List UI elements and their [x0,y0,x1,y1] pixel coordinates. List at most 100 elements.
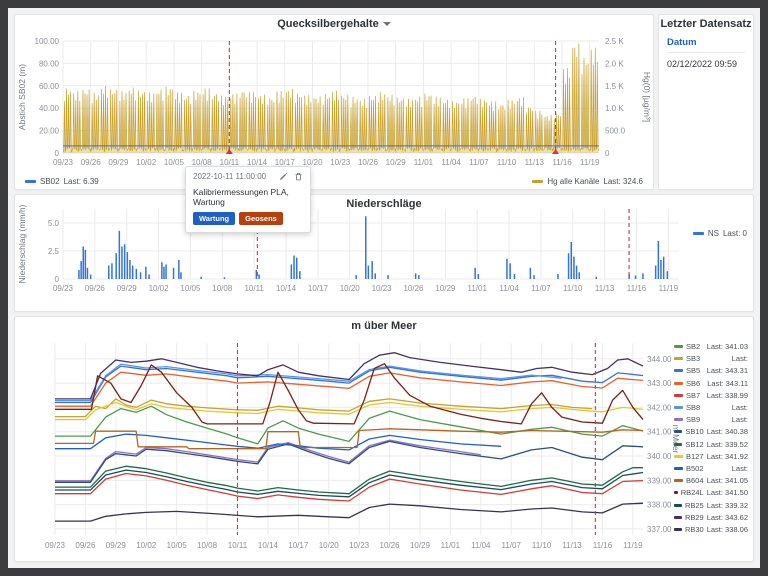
panel-title-niederschlaege[interactable]: Niederschläge [15,198,753,210]
svg-text:10/23: 10/23 [349,541,370,550]
svg-text:2.5 K: 2.5 K [605,37,624,46]
svg-text:10/17: 10/17 [308,284,329,293]
series-last-value: Last: 340.38 [706,427,748,437]
svg-text:342.00: 342.00 [647,403,672,412]
precipitation-chart[interactable]: 5.0 2.5 0 Niederschlag (mm/h) 09/23 09/26 09/2… [15,195,755,313]
series-last-value: Last: 338.99 [706,390,748,400]
svg-text:10/29: 10/29 [410,541,431,550]
svg-text:10/20: 10/20 [340,284,361,293]
tag-wartung[interactable]: Wartung [193,212,236,225]
legend-item-b502[interactable]: B502 Last: [674,463,748,474]
svg-text:10/20: 10/20 [303,158,324,167]
svg-text:11/10: 11/10 [563,284,583,293]
edit-pencil-icon[interactable] [279,172,288,181]
panel-title-quecksilbergehalte[interactable]: Quecksilbergehalte [15,18,653,30]
svg-text:10/02: 10/02 [136,541,157,550]
legend-item-sb02[interactable]: SB02 Last: 6.39 [25,177,99,186]
svg-text:10/05: 10/05 [167,541,188,550]
legend-item-ns[interactable]: NS Last: 0 [692,229,747,238]
svg-text:10/11: 10/11 [244,284,264,293]
svg-text:343.00: 343.00 [647,379,672,388]
svg-text:2.5: 2.5 [48,247,60,256]
legend-item-hg-alle-kanaele[interactable]: Hg alle Kanäle Last: 324.6 [532,177,643,186]
svg-text:500.0: 500.0 [605,127,626,136]
svg-text:10/17: 10/17 [275,158,296,167]
legend-item-b604[interactable]: B604 Last: 341.05 [674,475,748,486]
legend-item-sb9[interactable]: SB9 Last: [674,414,748,425]
svg-text:11/13: 11/13 [525,158,545,167]
panel-title-text: Quecksilbergehalte [277,18,379,30]
svg-text:341.00: 341.00 [647,428,672,437]
levels-chart[interactable]: 344.00 343.00 342.00 341.00 340.00 339.00 338.… [15,317,755,563]
series-name: Hg alle Kanäle [547,177,600,186]
svg-text:09/23: 09/23 [53,158,74,167]
svg-text:09/29: 09/29 [117,284,138,293]
panel-title-text: Letzter Datensatz [660,18,752,30]
series-name: SB3 [686,354,701,364]
legend-item-sb6[interactable]: SB6 Last: 343.11 [674,378,748,389]
svg-text:11/07: 11/07 [469,158,489,167]
series-marker [674,454,683,458]
svg-text:10/23: 10/23 [372,284,393,293]
panel-title-letzter-datensatz[interactable]: Letzter Datensatz [659,18,753,30]
series-name: SB10 [685,427,704,437]
annotation-tags: Wartung Geosens [193,212,303,225]
series-name: RB29 [684,512,704,522]
legend-item-sb5[interactable]: SB5 Last: 343.31 [674,365,748,376]
svg-text:11/10: 11/10 [497,158,517,167]
legend-item-sb3[interactable]: SB3 Last: [674,353,748,364]
series-name: SB7 [686,390,701,400]
svg-text:10/20: 10/20 [319,541,340,550]
series-last-value: Last: 0 [722,229,747,238]
series-last-value: Last: 343.11 [707,378,748,388]
series-marker [674,442,683,446]
series-last-value: Last: 6.39 [63,177,99,186]
legend-item-rb25[interactable]: RB25 Last: 339.32 [674,499,748,510]
svg-text:344.00: 344.00 [647,355,672,364]
svg-text:09/23: 09/23 [45,541,66,550]
legend-item-sb10[interactable]: SB10 Last: 340.38 [674,426,748,437]
series-name: SB6 [686,378,701,388]
mercury-chart[interactable]: 100.00 80.00 60.00 40.00 20.00 0 2.5 K 2.0 K 1.5… [15,15,655,191]
panel-title-m-ueber-meer[interactable]: m über Meer [15,320,753,332]
series-last-value: Last: 341.05 [706,476,748,486]
series-name: SB9 [686,415,701,425]
precip-legend: NS Last: 0 [692,229,747,238]
svg-text:10/02: 10/02 [136,158,157,167]
series-last-value: Last: 341.92 [706,451,748,461]
svg-text:11/04: 11/04 [499,284,519,293]
series-last-value: Last: [731,354,748,364]
svg-text:0: 0 [55,275,60,284]
legend-item-rb29[interactable]: RB29 Last: 343.62 [674,512,748,523]
annotation-text: Kalibriermessungen PLA, Wartung [193,187,289,207]
column-header-datum[interactable]: Datum [667,37,745,53]
series-marker [674,381,683,385]
svg-text:m Meer: m Meer [671,425,681,454]
svg-text:Abstich SB02 (m): Abstich SB02 (m) [17,64,27,130]
panel-niederschlaege: Niederschläge 5.0 2.5 0 Niederschlag (mm/h)… [14,194,754,312]
series-last-value: Last: 338.06 [706,524,748,534]
legend-item-rb24l[interactable]: RB24L Last: 341.50 [674,487,748,498]
legend-item-sb12[interactable]: SB12 Last: 339.52 [674,439,748,450]
svg-text:10/29: 10/29 [386,158,407,167]
svg-text:10/08: 10/08 [212,284,233,293]
legend-item-b127[interactable]: B127 Last: 341.92 [674,451,748,462]
levels-legend: SB2 Last: 341.03 SB3 Last: SB5 Last: 343.31 SB… [674,341,748,535]
svg-text:11/16: 11/16 [627,284,647,293]
series-marker [532,180,544,183]
svg-text:09/29: 09/29 [108,158,129,167]
legend-item-rb30[interactable]: RB30 Last: 338.06 [674,524,748,535]
legend-item-sb7[interactable]: SB7 Last: 338.99 [674,390,748,401]
svg-text:11/13: 11/13 [595,284,615,293]
svg-text:10/14: 10/14 [276,284,297,293]
series-last-value: Last: 341.50 [706,488,748,498]
series-last-value: Last: [731,463,748,473]
series-last-value: Last: 343.31 [706,366,748,376]
series-marker [692,232,704,235]
legend-item-sb2[interactable]: SB2 Last: 341.03 [674,341,748,352]
trash-icon[interactable] [294,172,303,181]
svg-text:11/01: 11/01 [414,158,434,167]
tag-geosens[interactable]: Geosens [239,212,283,225]
legend-item-sb8[interactable]: SB8 Last: [674,402,748,413]
